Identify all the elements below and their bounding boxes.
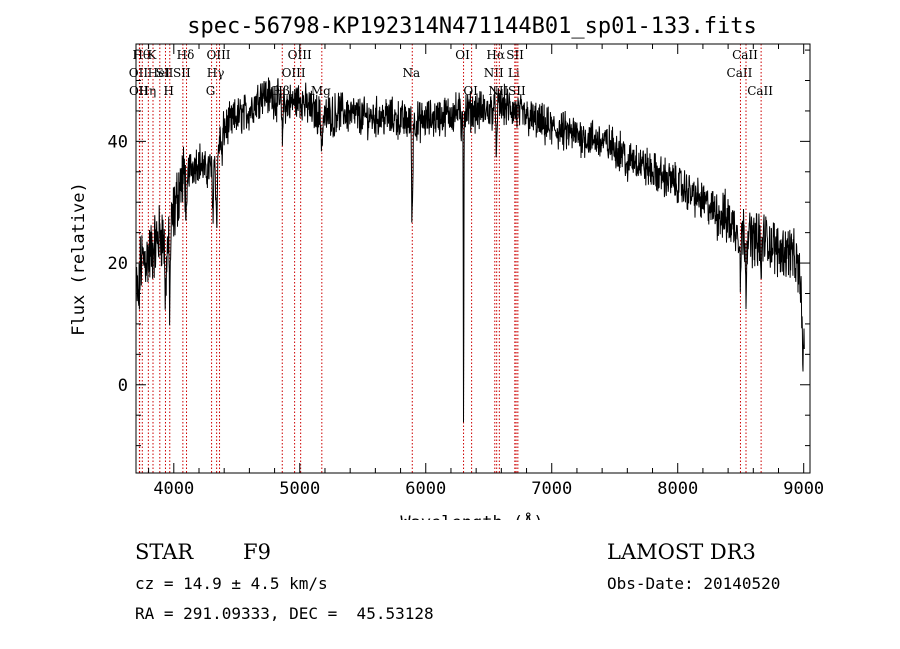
line-label-1: OII <box>129 66 149 80</box>
line-label-25: SII <box>508 84 526 98</box>
y-axis-label: Flux (relative) <box>69 182 89 336</box>
line-label-8: Hδ <box>177 48 195 62</box>
line-label-27: CaII <box>732 48 758 62</box>
chart-title: spec-56798-KP192314N471144B01_sp01-133.f… <box>187 14 757 39</box>
line-label-12: OIII <box>206 48 230 62</box>
coordinates: RA = 291.09333, DEC = 45.53128 <box>135 604 434 623</box>
line-label-3: Hη <box>139 84 157 98</box>
y-tick-label-1: 20 <box>108 254 128 274</box>
survey-name: LAMOST DR3 <box>607 540 756 564</box>
line-label-6: SII <box>156 66 174 80</box>
line-label-18: OI <box>455 48 470 62</box>
spectrum-chart: spec-56798-KP192314N471144B01_sp01-133.f… <box>69 14 824 520</box>
axis-ticks: 4000 5000 6000 7000 8000 9000 0 20 40 <box>108 44 824 499</box>
x-tick-label-0: 4000 <box>153 479 194 499</box>
line-label-11: Hγ <box>207 66 225 80</box>
line-label-2: OII <box>129 84 149 98</box>
line-label-4: K <box>148 48 158 62</box>
line-label-5: HeI <box>148 66 171 80</box>
line-label-15: OIII <box>288 48 312 62</box>
x-axis-label: Wavelength (Å) <box>400 511 543 520</box>
line-label-24: SII <box>506 48 524 62</box>
spectral-line-markers: HθOIIOIIHηKHeISIIHHδSIIGHγOIIIHβOIIIOIII… <box>129 44 773 473</box>
line-label-17: Na <box>402 66 420 80</box>
x-tick-label-1: 5000 <box>279 479 320 499</box>
line-label-10: G <box>206 84 216 98</box>
x-tick-label-5: 9000 <box>783 479 824 499</box>
y-tick-label-2: 40 <box>108 132 128 152</box>
redshift-value: cz = 14.9 ± 4.5 km/s <box>135 574 328 593</box>
line-label-23: Li <box>508 66 520 80</box>
line-label-0: Hθ <box>132 48 150 62</box>
object-class: STAR <box>135 540 194 564</box>
line-label-9: SII <box>173 66 191 80</box>
x-tick-label-2: 6000 <box>405 479 446 499</box>
line-label-26: CaII <box>727 66 753 80</box>
spectrum-line <box>135 77 805 423</box>
line-label-20: NII <box>484 66 504 80</box>
plot-frame <box>135 43 811 474</box>
line-label-16: Mg <box>311 84 331 98</box>
x-tick-label-4: 8000 <box>657 479 698 499</box>
x-tick-label-3: 7000 <box>531 479 572 499</box>
line-label-19: OI <box>463 84 478 98</box>
y-tick-label-0: 0 <box>118 376 128 396</box>
line-label-14: OIII <box>282 66 306 80</box>
observation-date: Obs-Date: 20140520 <box>607 574 781 593</box>
object-subclass: F9 <box>243 540 271 564</box>
line-label-28: CaII <box>747 84 773 98</box>
line-label-21: Hα <box>486 48 505 62</box>
line-label-7: H <box>164 84 174 98</box>
